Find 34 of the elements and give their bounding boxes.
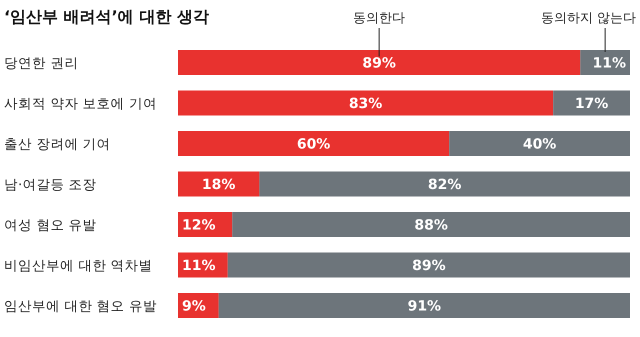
data-label: 40% [522,136,556,152]
bar [228,252,630,278]
bar [449,131,630,156]
bar [178,172,260,196]
data-label: 9% [182,298,206,314]
y-tick-label: 남·여갈등 조장 [4,177,97,193]
chart-title: ‘임산부 배려석’에 대한 생각 [4,7,209,26]
bar [218,293,630,318]
data-label: 60% [296,136,330,152]
series-label: 동의한다 [353,11,406,26]
y-tick-label: 여성 혐오 유발 [4,218,97,234]
data-label: 89% [362,56,396,72]
data-label: 17% [574,96,608,112]
data-label: 82% [428,177,462,193]
y-tick-label: 임산부에 대한 혐오 유발 [4,298,157,314]
data-label: 11% [182,258,216,274]
y-tick-label: 사회적 약자 보호에 기여 [4,96,157,112]
bar [232,212,630,237]
data-label: 18% [202,177,236,193]
bar [178,50,580,75]
data-label: 11% [592,56,626,72]
data-label: 88% [414,218,448,234]
bar [178,131,450,156]
bar [553,90,630,116]
data-label: 12% [182,218,216,234]
y-tick-label: 비임산부에 대한 역차별 [4,258,153,274]
y-tick-label: 당연한 권리 [4,56,78,72]
bar [178,90,554,116]
data-label: 83% [348,96,382,112]
series-label: 동의하지 않는다 [540,11,636,26]
y-tick-label: 출산 장려에 기여 [4,136,111,152]
data-label: 89% [412,258,446,274]
bar [259,172,630,196]
data-label: 91% [408,298,442,314]
